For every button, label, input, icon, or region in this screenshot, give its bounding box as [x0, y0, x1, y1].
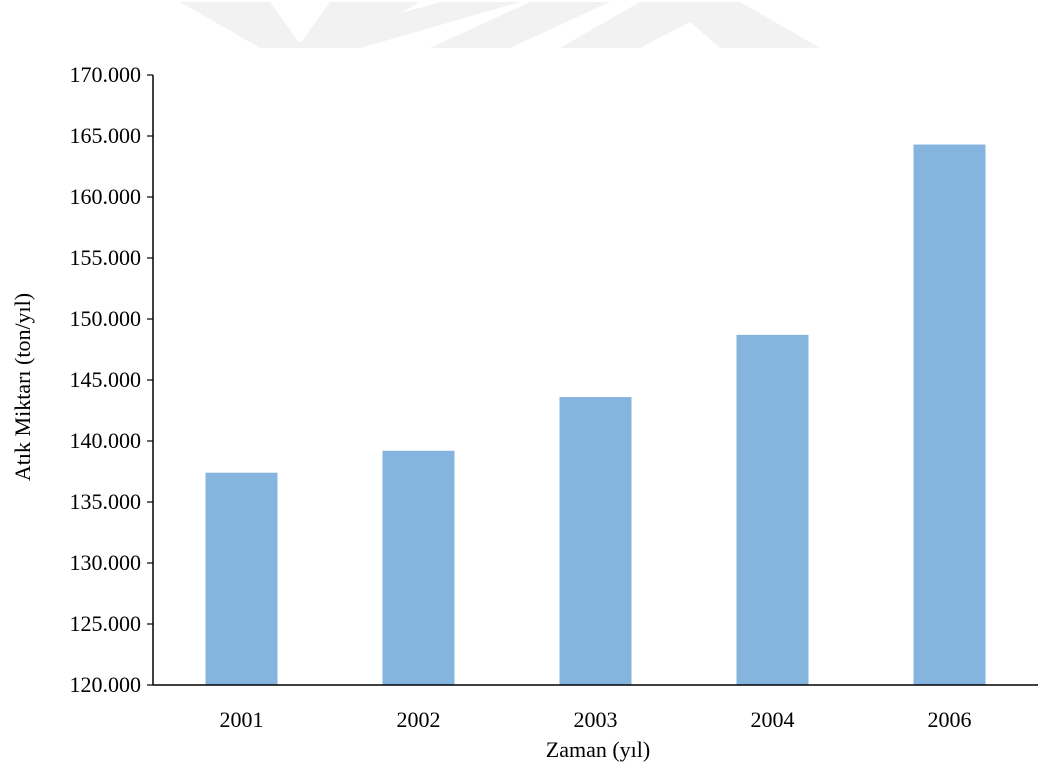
y-tick-label: 165.000	[70, 123, 142, 148]
x-tick-label: 2004	[751, 707, 795, 732]
watermark-chevron	[560, 2, 820, 48]
y-tick-label: 120.000	[70, 672, 142, 697]
bar-2002	[382, 450, 455, 685]
y-tick-label: 170.000	[70, 62, 142, 87]
bar-2004	[736, 334, 809, 685]
y-axis-ticks: 120.000 125.000 130.000 135.000 140.000 145.0…	[70, 62, 153, 697]
x-tick-label: 2003	[574, 707, 618, 732]
x-tick-label: 2001	[220, 707, 264, 732]
y-tick-label: 150.000	[70, 306, 142, 331]
y-tick-label: 155.000	[70, 245, 142, 270]
x-tick-label: 2006	[928, 707, 972, 732]
y-tick-label: 130.000	[70, 550, 142, 575]
y-tick-label: 135.000	[70, 489, 142, 514]
watermark-chevron	[280, 2, 520, 48]
bar-2006	[913, 144, 986, 686]
bar-2001	[205, 472, 278, 685]
x-axis-title: Zaman (yıl)	[546, 737, 650, 762]
y-tick-label: 160.000	[70, 184, 142, 209]
watermark-chevron	[430, 2, 610, 48]
y-tick-label: 145.000	[70, 367, 142, 392]
x-axis-ticks: 2001 2002 2003 2004 2006	[220, 707, 972, 732]
bar-2003	[559, 397, 632, 685]
y-tick-label: 125.000	[70, 611, 142, 636]
x-tick-label: 2002	[397, 707, 441, 732]
watermark	[180, 2, 820, 48]
bars-group	[205, 144, 986, 686]
y-axis-title: Atık Miktarı (ton/yıl)	[10, 293, 35, 481]
y-tick-label: 140.000	[70, 428, 142, 453]
